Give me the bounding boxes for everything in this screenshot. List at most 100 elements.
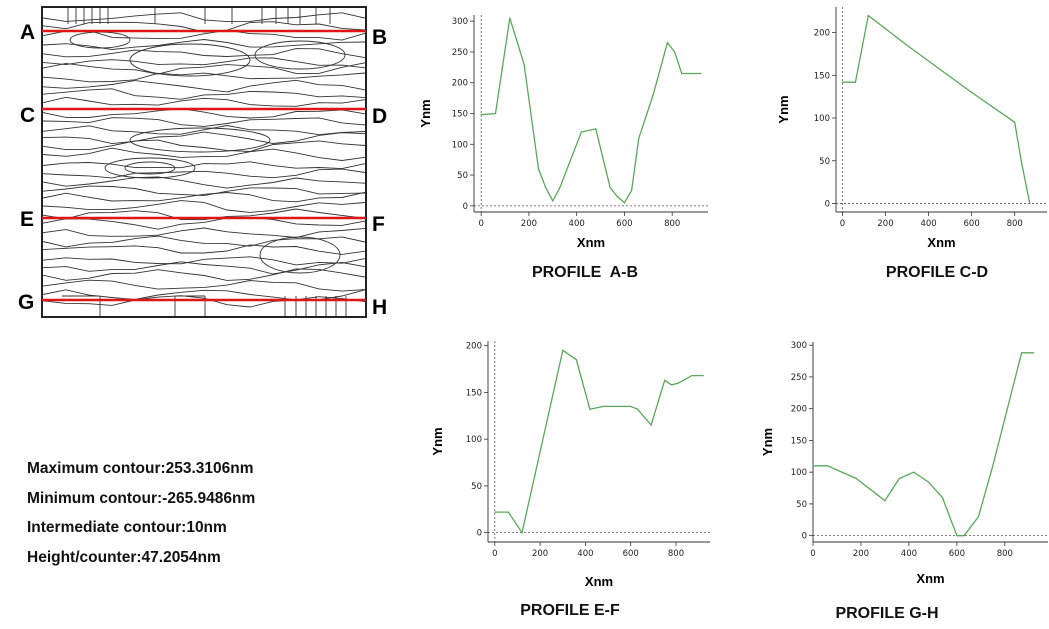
contour-line [42,12,366,23]
label-g: G [18,291,34,314]
contour-line [42,79,366,93]
profile-data-point [1014,121,1016,123]
min-contour-text: Minimum contour:-265.9486nm [27,489,256,507]
profile-data-point [559,186,561,188]
y-tick-label: 150 [466,388,482,398]
x-axis-label: Xnm [916,571,944,586]
profile-data-point [700,72,702,75]
label-a: A [20,21,35,44]
x-tick-label: 0 [810,549,815,559]
profile-data-point [609,186,611,188]
y-tick-label: 250 [791,373,807,383]
x-tick-label: 600 [964,219,980,229]
x-tick-label: 400 [577,549,593,559]
profile-data-point [812,465,814,467]
contour-line [42,295,366,308]
profile-data-point [616,196,618,198]
y-tick-label: 300 [791,341,807,351]
profile-data-point [898,477,900,480]
profile-data-point [537,168,540,170]
x-tick-label: 200 [532,549,548,559]
profile-data-point [670,384,673,386]
contour-loop [259,236,341,274]
section-lines [42,29,366,302]
profile-data-point [691,374,693,377]
label-f: F [372,213,385,236]
profile-data-point [638,137,640,139]
profile-data-point [826,465,828,467]
profile-data-point [509,17,511,19]
profile-data-point [884,500,886,502]
x-tick-label: 600 [616,219,632,229]
x-tick-label: 800 [997,549,1013,559]
profile-data-point [673,51,676,53]
profile-data-point [1029,202,1031,205]
contour-loop [69,31,131,49]
label-b: B [372,26,387,49]
contour-line [42,29,366,41]
contour-loop [254,40,346,70]
profile-data-point [688,72,690,75]
profile-data-point [575,359,577,361]
y-tick-label: 150 [452,110,468,120]
x-axis-label: Xnm [577,235,605,250]
contour-line [42,227,366,238]
x-axis-label: Xnm [585,574,613,589]
y-tick-label: 300 [452,17,468,27]
contour-loop [124,161,176,175]
x-tick-label: 0 [492,549,497,559]
profile-data-point [523,63,525,65]
contour-line [42,117,366,127]
max-contour-text: Maximum contour:253.3106nm [27,460,254,477]
contour-line [42,208,366,221]
x-tick-label: 800 [668,549,684,559]
y-tick-label: 200 [466,342,482,352]
profile-data-point [681,72,683,75]
y-axis-label: Ynm [430,427,445,455]
contour-line [42,176,366,189]
x-tick-label: 800 [664,219,680,229]
profile-data-point [566,168,568,170]
label-e: E [20,208,34,231]
profile-data-point [855,477,857,480]
contour-line [42,39,366,50]
x-tick-label: 600 [949,549,965,559]
label-h: H [372,296,387,319]
y-tick-label: 100 [791,468,807,478]
profile-data-point [854,81,856,83]
contour-line [42,125,366,136]
y-tick-label: 150 [814,71,830,81]
y-axis-label: Ynm [760,428,775,456]
profile-data-point [602,405,605,408]
x-tick-label: 600 [623,549,639,559]
y-tick-label: 50 [796,500,807,510]
y-tick-label: 0 [463,202,468,212]
contour-line [42,235,366,248]
contour-line [42,200,366,213]
contour-line [42,131,366,145]
profile-data-point [545,186,547,188]
contour-line [42,244,366,255]
profile-data-point [867,14,869,17]
contour-loop [129,43,251,77]
contour-line [42,216,366,230]
profile-data-point [507,511,509,513]
y-tick-label: 100 [814,114,830,124]
y-tick-label: 0 [477,529,482,539]
profile-data-point [1020,160,1022,162]
profile-data-point [521,532,523,534]
contour-loop [104,157,196,179]
profile-series-line [842,14,1031,204]
y-axis-label: Ynm [418,99,433,127]
profile-data-point [580,131,583,133]
contour-line [42,88,366,100]
x-axis-label: Xnm [927,235,955,250]
contour-line [42,279,366,292]
contour-stats: Maximum contour:253.3106nm Minimum conto… [27,454,255,572]
profile-data-point [616,405,618,408]
profile-title: PROFILE G-H [835,605,938,622]
y-tick-label: 150 [791,436,807,446]
x-tick-label: 200 [521,219,537,229]
contour-map-frame [41,6,367,318]
y-tick-label: 50 [819,157,830,167]
